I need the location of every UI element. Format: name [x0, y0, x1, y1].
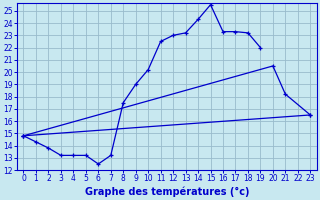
X-axis label: Graphe des températures (°c): Graphe des températures (°c) — [85, 186, 249, 197]
